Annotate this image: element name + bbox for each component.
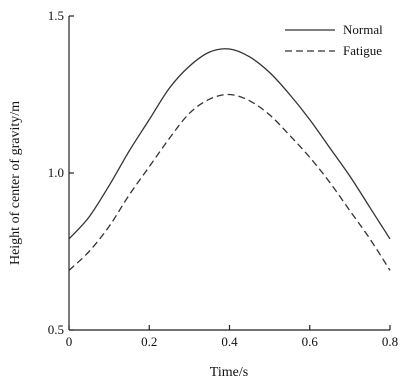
x-tick-label: 0.4	[221, 334, 238, 349]
legend-label-fatigue: Fatigue	[343, 43, 382, 58]
series-layer	[68, 48, 391, 271]
y-tick-label: 1.0	[48, 165, 64, 180]
series-line-normal	[68, 48, 391, 240]
y-axis-label: Height of center of gravity/m	[8, 101, 23, 265]
x-tick-label: 0	[66, 334, 73, 349]
x-tick-label: 0.8	[382, 334, 398, 349]
y-tick-label: 1.5	[48, 8, 64, 23]
legend: Normal Fatigue	[285, 22, 383, 58]
x-tick-label: 0.6	[302, 334, 319, 349]
axes: 0 0.2 0.4 0.6 0.8 0.5 1.0 1.5	[48, 8, 398, 349]
legend-label-normal: Normal	[343, 22, 383, 37]
series-line-fatigue	[68, 93, 391, 271]
x-axis-label: Time/s	[210, 365, 248, 380]
x-tick-label: 0.2	[141, 334, 157, 349]
y-tick-label: 0.5	[48, 322, 64, 337]
